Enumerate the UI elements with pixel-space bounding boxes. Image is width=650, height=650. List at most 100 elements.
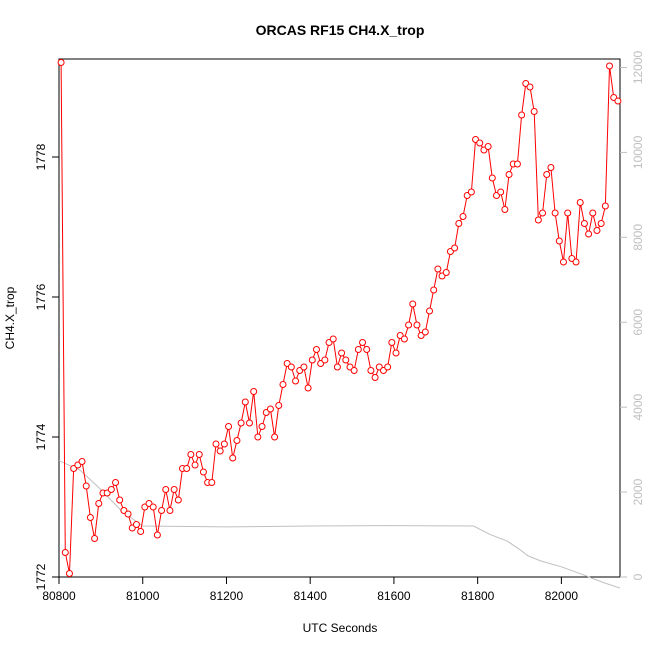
y-tick-label-2: 1776 <box>34 283 48 310</box>
series-0-point-125 <box>580 220 588 227</box>
series-0-point-83 <box>405 321 413 329</box>
y-tick-label-0: 1772 <box>34 563 48 590</box>
series-0-point-112 <box>526 83 534 91</box>
series-0-point-80 <box>392 349 400 357</box>
series-0-point-94 <box>451 244 459 252</box>
series-0-point-79 <box>388 339 396 346</box>
series-0-point-107 <box>505 171 513 178</box>
y2-tick-label-4: 8000 <box>631 224 645 251</box>
series-0-point-116 <box>543 171 551 178</box>
y2-tick-label-3: 6000 <box>631 309 645 336</box>
series-0-point-18 <box>132 521 140 528</box>
series-0-point-14 <box>116 496 124 504</box>
series-0-point-28 <box>174 496 182 504</box>
series-0-point-121 <box>564 209 572 217</box>
series-0-point-118 <box>551 209 559 217</box>
series-0-point-30 <box>183 465 191 472</box>
series-0-point-92 <box>442 269 450 276</box>
series-0-point-90 <box>434 265 442 273</box>
series-0-point-51 <box>271 433 279 441</box>
series-0-point-71 <box>354 346 362 353</box>
y-tick-label-1: 1774 <box>34 423 48 450</box>
y2-tick-label-0: 0 <box>631 573 645 580</box>
series-0-point-13 <box>112 479 120 486</box>
series-0-point-129 <box>597 220 605 227</box>
series-0-point-133 <box>614 97 622 105</box>
y2-tick-label-2: 4000 <box>631 393 645 420</box>
series-0-point-7 <box>86 514 94 521</box>
series-0-point-67 <box>338 349 346 357</box>
series-0-point-25 <box>162 486 170 493</box>
x-tick-label-5: 81800 <box>461 589 495 603</box>
x-tick-label-0: 80800 <box>42 589 76 603</box>
series-0-point-78 <box>384 363 392 371</box>
series-0-point-109 <box>513 160 521 168</box>
series-0-point-127 <box>589 209 597 217</box>
series-0-point-48 <box>258 423 266 430</box>
series-0-line <box>60 62 619 574</box>
series-0-point-5 <box>78 458 86 465</box>
series-0-point-73 <box>363 346 371 353</box>
series-0-point-100 <box>476 139 484 147</box>
series-0-point-119 <box>555 237 563 245</box>
series-0-point-32 <box>191 461 199 469</box>
x-tick-label-2: 81200 <box>210 589 244 603</box>
series-0-point-126 <box>585 230 593 238</box>
series-0-point-1 <box>61 549 69 556</box>
series-0-point-8 <box>91 535 99 542</box>
series-0-point-70 <box>350 367 358 374</box>
series-0-point-34 <box>199 468 207 476</box>
series-0-point-103 <box>488 174 496 182</box>
series-0-point-36 <box>208 479 216 486</box>
series-0-point-24 <box>158 507 166 514</box>
series-0-point-88 <box>426 307 434 315</box>
y-axis: 1772 1774 1776 1778 <box>34 143 59 590</box>
series-0-point-66 <box>333 363 341 371</box>
series-0-point-27 <box>170 486 178 493</box>
y-tick-label-3: 1778 <box>34 143 48 170</box>
series-0-point-22 <box>149 503 157 511</box>
series-0-point-87 <box>421 328 429 336</box>
series-0-point-43 <box>237 419 245 427</box>
series-0-point-65 <box>329 335 337 343</box>
series-0-point-52 <box>275 402 283 409</box>
series-0-point-130 <box>601 202 609 210</box>
series-0-point-50 <box>266 405 274 413</box>
series-0-point-12 <box>107 486 115 493</box>
series-0-point-47 <box>254 433 262 441</box>
series-0-point-95 <box>455 220 463 227</box>
series-0-point-120 <box>559 258 567 266</box>
y2-axis: 0 2000 4000 6000 8000 10000 12000 <box>620 50 645 580</box>
series-0-point-98 <box>467 188 475 196</box>
series-0-point-44 <box>241 398 249 406</box>
series-0-point-96 <box>459 213 467 220</box>
series-0-point-89 <box>430 286 438 294</box>
series-0-point-23 <box>153 531 161 539</box>
series-0-point-60 <box>308 356 316 364</box>
series-0-point-68 <box>342 356 350 364</box>
y-axis-label: CH4.X_trop <box>3 286 17 349</box>
series-0-point-58 <box>300 363 308 371</box>
series-0-point-85 <box>413 321 421 329</box>
series-0-point-16 <box>124 510 132 518</box>
x-tick-label-1: 81000 <box>126 589 160 603</box>
series-0-point-39 <box>220 440 228 448</box>
series-0-point-75 <box>371 374 379 381</box>
series-0-point-128 <box>593 227 601 234</box>
series-0-point-37 <box>212 440 220 448</box>
x-tick-label-4: 81600 <box>377 589 411 603</box>
series-0-point-31 <box>187 451 195 458</box>
series-0-point-42 <box>233 437 241 444</box>
x-tick-label-6: 82000 <box>545 589 579 603</box>
y2-tick-label-5: 10000 <box>631 135 645 169</box>
series-0-point-33 <box>195 451 203 458</box>
series-0-point-131 <box>606 62 614 70</box>
series-0-point-106 <box>501 206 509 213</box>
series-layer <box>57 59 622 589</box>
series-0-point-45 <box>245 419 253 427</box>
x-axis-label: UTC Seconds <box>303 621 378 635</box>
y2-tick-label-6: 12000 <box>631 50 645 84</box>
series-0-point-56 <box>292 377 300 385</box>
